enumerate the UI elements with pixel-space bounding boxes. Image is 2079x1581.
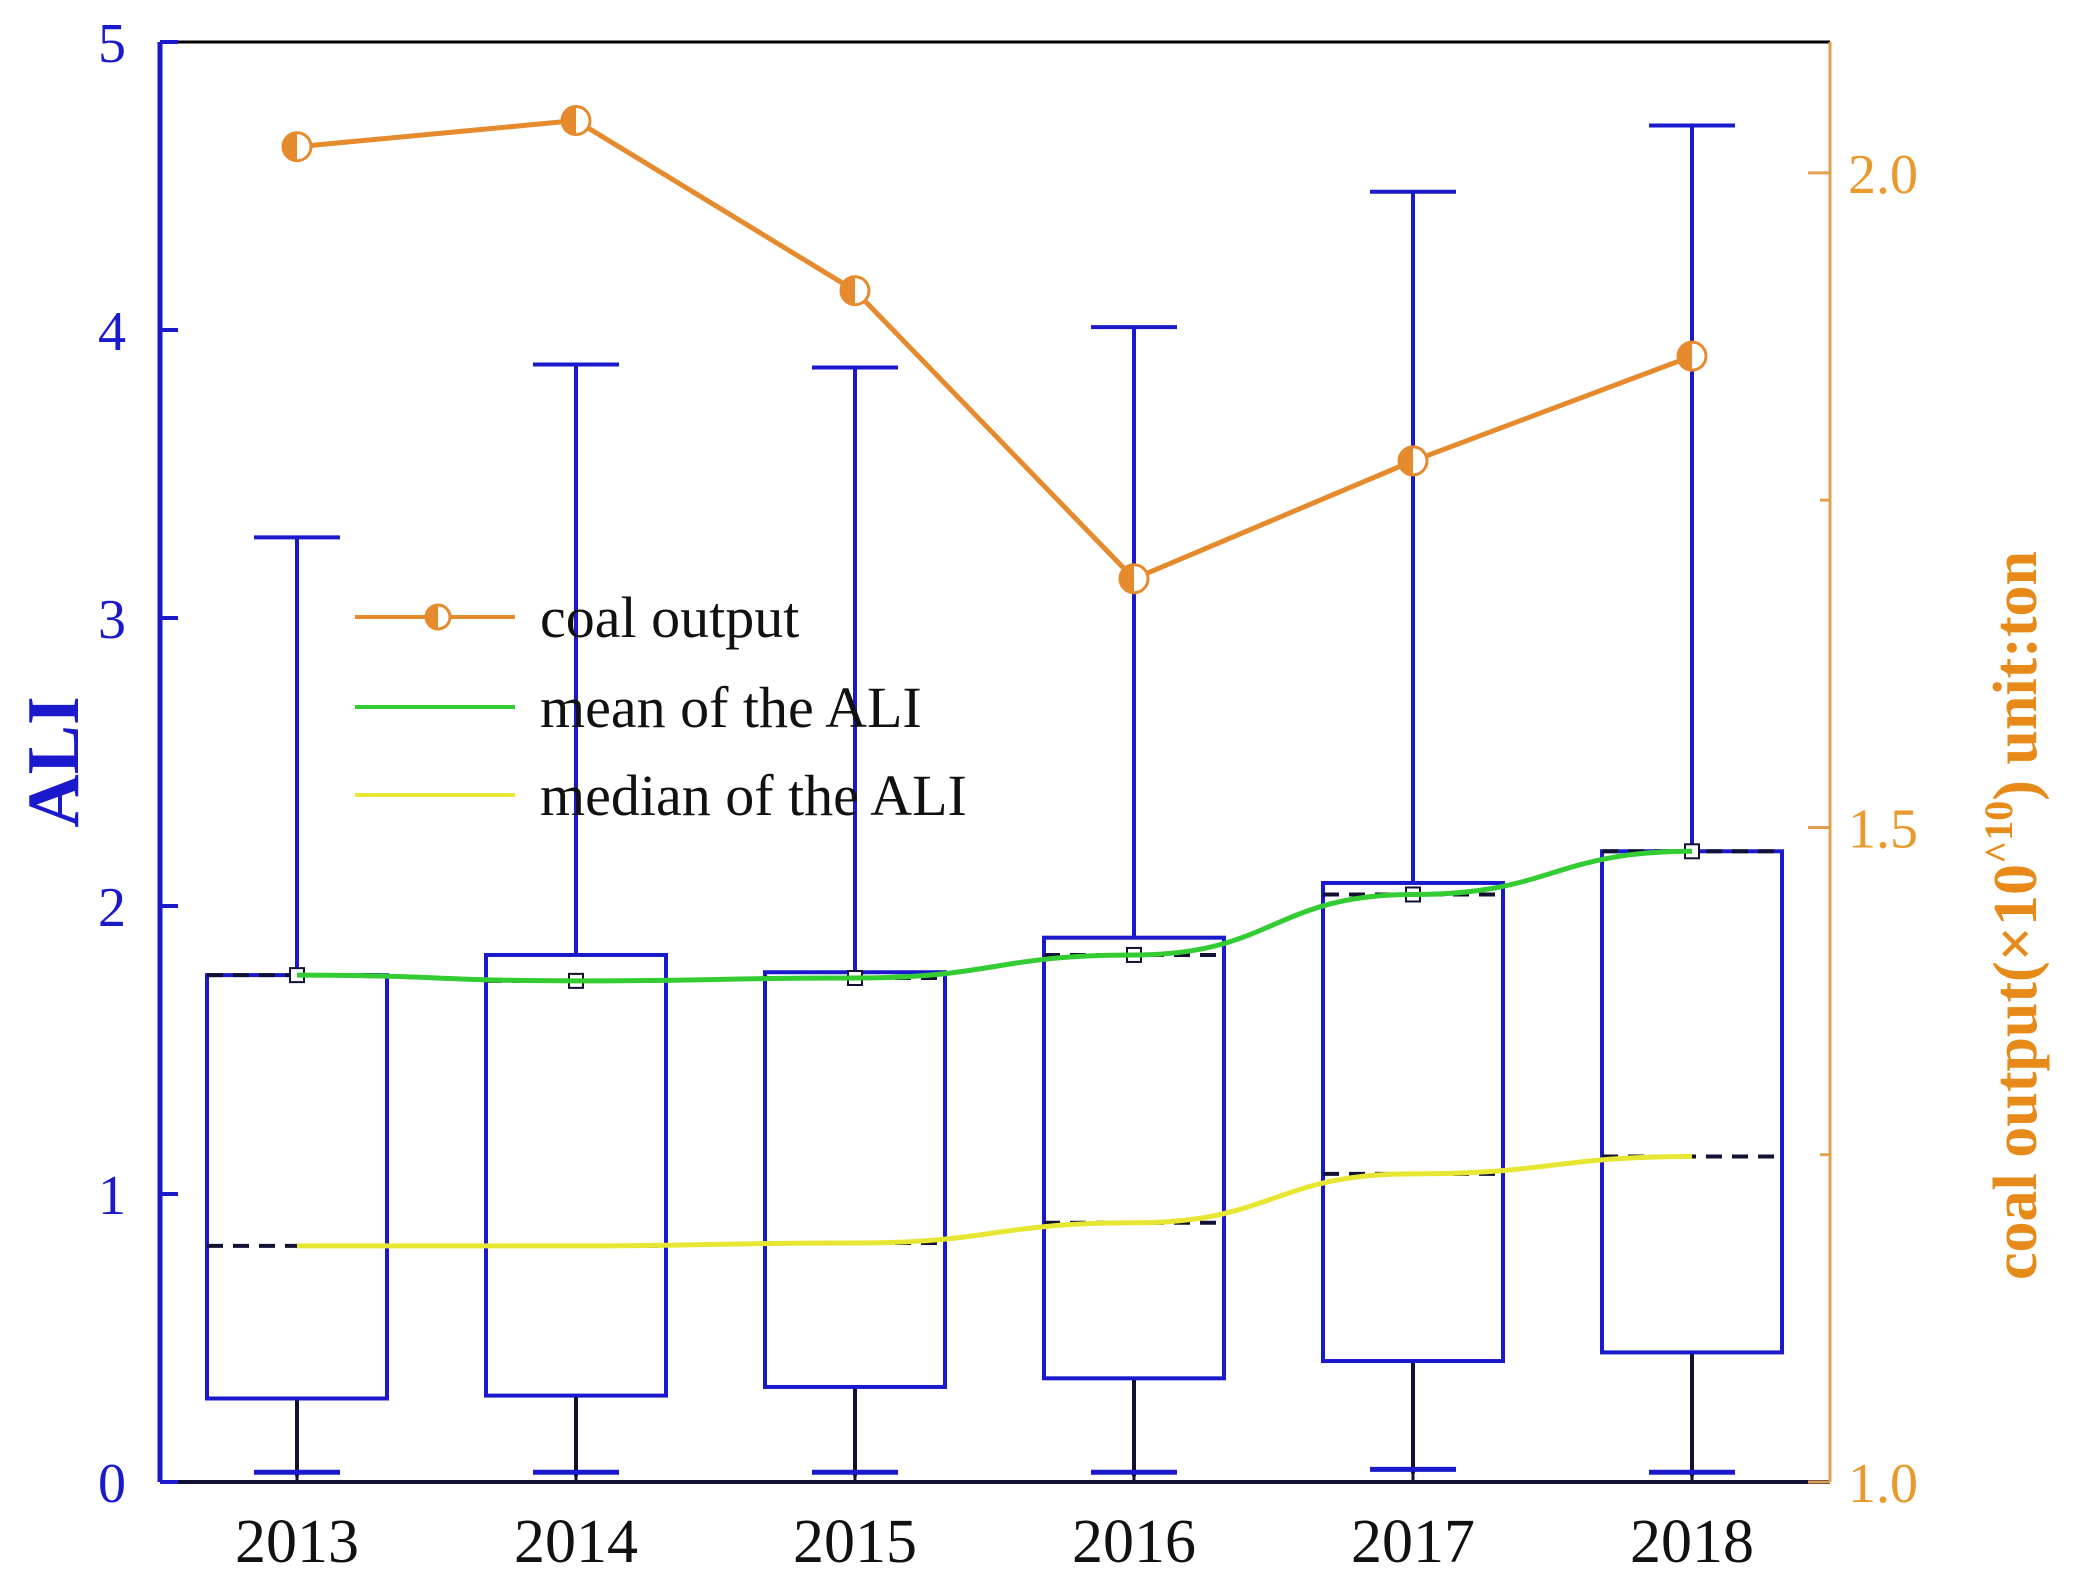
right-axis-label: coal output(×10^10) unit:ton bbox=[1976, 551, 2050, 1280]
left-tick-label: 1 bbox=[98, 1165, 126, 1227]
coal-point-2017 bbox=[1397, 445, 1429, 477]
left-axis-label: ALI bbox=[13, 696, 95, 828]
coal-point-fill bbox=[1120, 564, 1134, 593]
legend-mean-label: mean of the ALI bbox=[540, 675, 922, 740]
right-tick-label: 1.0 bbox=[1848, 1453, 1918, 1515]
x-tick-label: 2014 bbox=[514, 1508, 638, 1576]
coal-point-fill bbox=[562, 106, 576, 135]
legend-coal-marker-half bbox=[426, 605, 438, 629]
coal-point-fill bbox=[283, 132, 297, 161]
iqr-box bbox=[205, 973, 389, 1401]
left-tick-label: 2 bbox=[98, 877, 126, 939]
iqr-box bbox=[1321, 880, 1505, 1364]
coal-point-fill bbox=[1678, 342, 1692, 371]
right-axis-label-superscript: ^10 bbox=[1976, 801, 2021, 864]
right-axis-label-main: coal output(×10 bbox=[1982, 864, 2050, 1280]
median-series bbox=[296, 1154, 1693, 1249]
legend-coal-label: coal output bbox=[540, 585, 799, 650]
left-axis-ticks: 0 1 2 3 4 5 bbox=[98, 13, 178, 1515]
box-2014 bbox=[484, 362, 668, 1477]
x-tick-label: 2018 bbox=[1630, 1508, 1754, 1576]
x-tick-label: 2013 bbox=[235, 1508, 359, 1576]
box-2016 bbox=[1042, 325, 1226, 1477]
iqr-box bbox=[763, 970, 947, 1389]
coal-point-2015 bbox=[839, 275, 871, 307]
left-tick-label: 0 bbox=[98, 1453, 126, 1515]
left-tick-label: 3 bbox=[98, 589, 126, 651]
coal-point-2016 bbox=[1118, 563, 1150, 595]
left-tick-label: 4 bbox=[98, 301, 126, 363]
iqr-box bbox=[484, 952, 668, 1398]
coal-point-2018 bbox=[1676, 340, 1708, 372]
x-tick-label: 2016 bbox=[1072, 1508, 1196, 1576]
mean-series bbox=[296, 848, 1693, 984]
right-tick-label: 1.5 bbox=[1848, 798, 1918, 860]
box-2018 bbox=[1600, 123, 1784, 1477]
coal-line-path bbox=[296, 117, 1693, 582]
legend: coal output mean of the ALI median of th… bbox=[355, 585, 967, 828]
iqr-box bbox=[1600, 849, 1784, 1355]
box-2013 bbox=[205, 535, 389, 1477]
median-line-path bbox=[296, 1154, 1693, 1249]
x-axis-ticks: 2013 2014 2015 2016 2017 2018 bbox=[235, 1468, 1754, 1576]
x-tick-label: 2015 bbox=[793, 1508, 917, 1576]
right-axis-label-tail: ) unit:ton bbox=[1982, 551, 2050, 801]
coal-point-fill bbox=[1399, 446, 1413, 475]
legend-median-label: median of the ALI bbox=[540, 763, 967, 828]
x-tick-label: 2017 bbox=[1351, 1508, 1475, 1576]
coal-output-series bbox=[281, 105, 1708, 595]
box-plots bbox=[205, 123, 1784, 1477]
right-tick-label: 2.0 bbox=[1848, 144, 1918, 206]
mean-line-path bbox=[296, 848, 1693, 984]
coal-point-2014 bbox=[560, 105, 592, 137]
iqr-box bbox=[1042, 935, 1226, 1381]
box-2017 bbox=[1321, 189, 1505, 1474]
right-axis-ticks: 1.0 1.5 2.0 bbox=[1808, 144, 1918, 1515]
coal-point-2013 bbox=[281, 131, 313, 163]
box-2015 bbox=[763, 365, 947, 1477]
left-tick-label: 5 bbox=[98, 13, 126, 75]
coal-point-fill bbox=[841, 276, 855, 305]
